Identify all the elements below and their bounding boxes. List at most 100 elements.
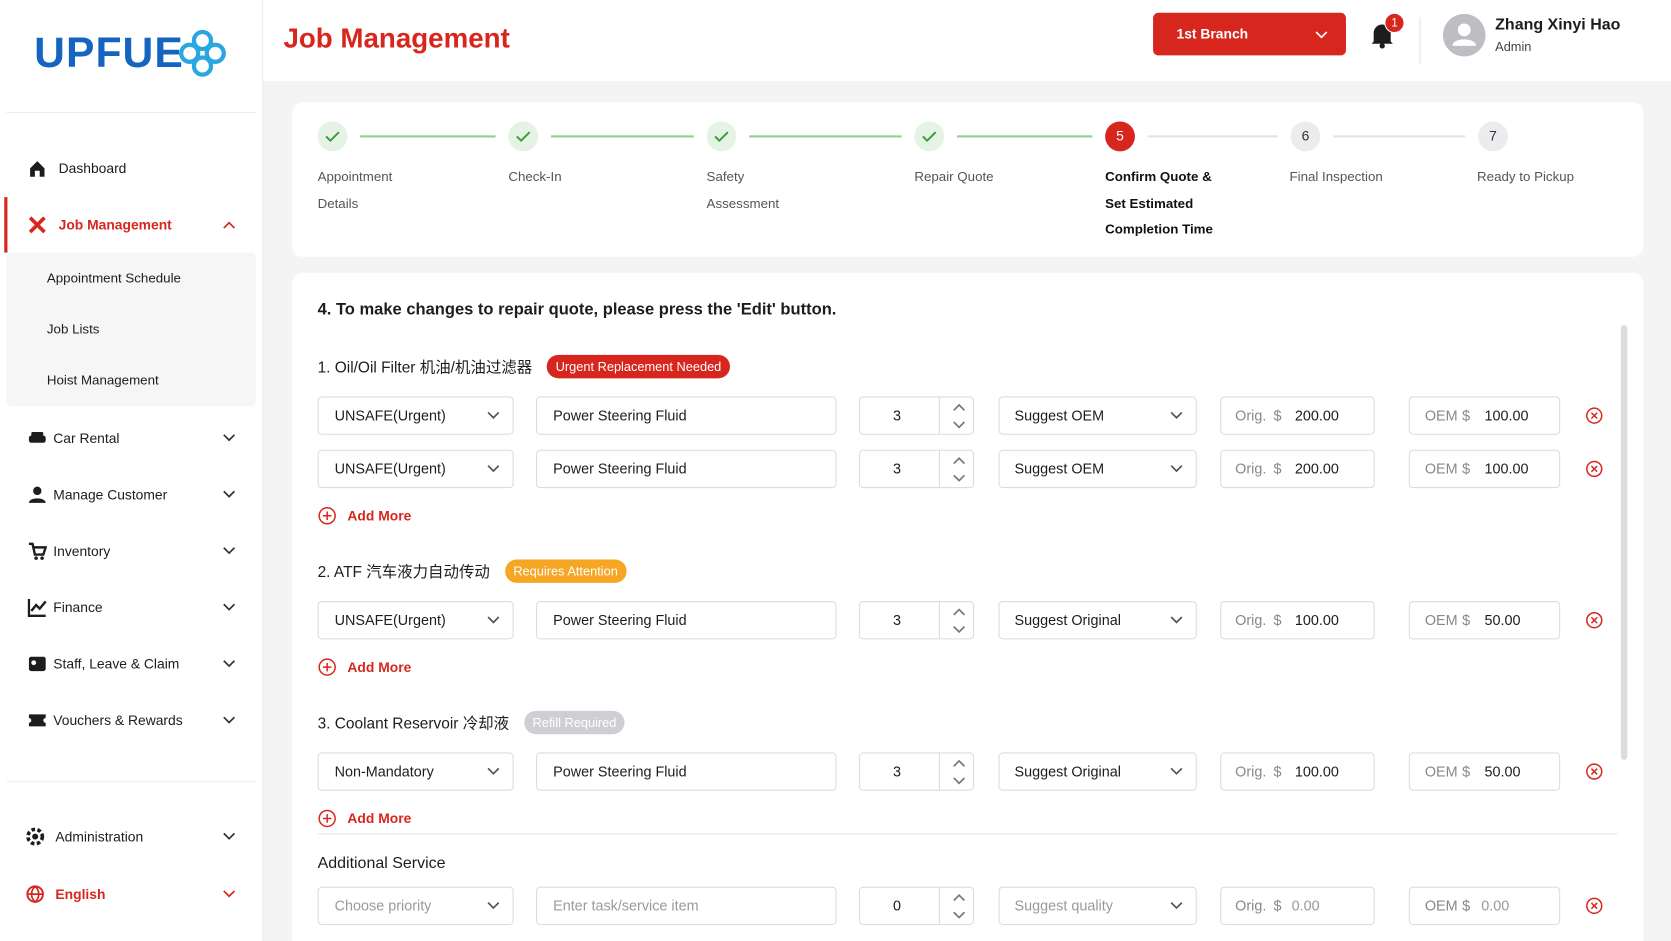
nav-item[interactable] xyxy=(0,813,256,860)
add-more[interactable]: Add More xyxy=(347,810,411,826)
qty-value[interactable]: 3 xyxy=(893,764,901,780)
remove-button[interactable] xyxy=(1586,763,1603,780)
suggest-value[interactable]: Suggest Original xyxy=(1015,612,1121,628)
nav-label[interactable]: Inventory xyxy=(53,543,110,559)
qty-input[interactable] xyxy=(858,601,975,640)
oem-value[interactable]: 50.00 xyxy=(1485,612,1521,628)
nav-item[interactable] xyxy=(0,145,256,192)
orig-value[interactable]: 100.00 xyxy=(1295,764,1339,780)
nav-item[interactable] xyxy=(0,415,256,462)
item-input[interactable] xyxy=(536,449,837,489)
item-input[interactable] xyxy=(536,886,837,926)
oem-input[interactable] xyxy=(1408,601,1561,640)
priority-select[interactable] xyxy=(317,886,514,926)
add-more-icon[interactable] xyxy=(318,506,337,525)
remove-button[interactable] xyxy=(1586,407,1603,424)
priority-select[interactable] xyxy=(317,396,514,435)
oem-input[interactable] xyxy=(1408,449,1561,489)
nav-label[interactable]: Manage Customer xyxy=(53,486,167,502)
suggest-select[interactable] xyxy=(998,752,1197,791)
oem-value[interactable]: 50.00 xyxy=(1485,764,1521,780)
nav-label[interactable]: Finance xyxy=(53,599,102,615)
qty-value[interactable]: 0 xyxy=(893,898,901,914)
orig-input[interactable] xyxy=(1220,601,1375,640)
item-input[interactable] xyxy=(536,752,837,791)
nav-label[interactable]: Administration xyxy=(55,829,143,845)
item-input[interactable] xyxy=(536,396,837,435)
oem-input[interactable] xyxy=(1408,752,1561,791)
nav-label[interactable]: Staff, Leave & Claim xyxy=(53,656,179,672)
nav-item[interactable] xyxy=(0,697,256,744)
logo-icon xyxy=(179,29,226,77)
orig-value[interactable]: 100.00 xyxy=(1295,612,1339,628)
nav-item[interactable] xyxy=(0,201,256,248)
suggest-value[interactable]: Suggest Original xyxy=(1015,764,1121,780)
nav-label-text: Vouchers & Rewards xyxy=(53,712,183,729)
oem-value[interactable]: 100.00 xyxy=(1485,461,1529,477)
item-value[interactable]: Power Steering Fluid xyxy=(553,461,687,477)
item-input[interactable] xyxy=(536,601,837,640)
nav-label[interactable]: Dashboard xyxy=(59,160,127,176)
nav-item[interactable] xyxy=(0,584,256,631)
qty-value[interactable]: 3 xyxy=(893,612,901,628)
nav-label[interactable]: English xyxy=(55,886,105,902)
remove-button[interactable] xyxy=(1586,460,1603,478)
oem-value[interactable]: 100.00 xyxy=(1485,408,1529,424)
priority-select[interactable] xyxy=(317,752,514,791)
oem-value[interactable]: 0.00 xyxy=(1481,898,1509,914)
avatar[interactable] xyxy=(1442,13,1486,57)
submenu-item[interactable]: Job Lists xyxy=(47,322,100,337)
orig-value[interactable]: 200.00 xyxy=(1295,408,1339,424)
priority-value[interactable]: UNSAFE(Urgent) xyxy=(335,612,446,628)
submenu-item[interactable]: Appointment Schedule xyxy=(47,271,181,286)
orig-input[interactable] xyxy=(1220,752,1375,791)
priority-value[interactable]: UNSAFE(Urgent) xyxy=(335,461,446,477)
nav-label[interactable]: Car Rental xyxy=(53,430,119,446)
add-more[interactable]: Add More xyxy=(347,659,411,675)
item-value[interactable]: Enter task/service item xyxy=(553,898,699,914)
priority-select[interactable] xyxy=(317,601,514,640)
orig-value[interactable]: 0.00 xyxy=(1292,898,1320,914)
qty-input[interactable] xyxy=(858,449,975,489)
priority-select[interactable] xyxy=(317,449,514,489)
branch-select[interactable]: 1st Branch xyxy=(1153,12,1346,56)
suggest-select[interactable] xyxy=(998,449,1197,489)
add-more-icon[interactable] xyxy=(318,658,337,677)
add-more-icon[interactable] xyxy=(318,809,337,828)
qty-input[interactable] xyxy=(858,886,975,926)
nav-item[interactable] xyxy=(0,871,256,918)
nav-item[interactable] xyxy=(0,640,256,687)
orig-input[interactable] xyxy=(1220,449,1375,489)
item-value[interactable]: Power Steering Fluid xyxy=(553,408,687,424)
nav-label[interactable]: Job Management xyxy=(59,217,172,233)
oem-input[interactable] xyxy=(1408,886,1561,926)
item-value-text: Enter task/service item xyxy=(553,897,699,914)
step-label: Final Inspection xyxy=(1289,164,1417,190)
priority-value[interactable]: Choose priority xyxy=(335,898,432,914)
qty-value[interactable]: 3 xyxy=(893,461,901,477)
remove-button[interactable] xyxy=(1586,612,1603,629)
orig-input[interactable] xyxy=(1220,396,1375,435)
suggest-value[interactable]: Suggest OEM xyxy=(1015,408,1105,424)
priority-value[interactable]: Non-Mandatory xyxy=(335,764,434,780)
nav-item[interactable] xyxy=(0,471,256,518)
suggest-select[interactable] xyxy=(998,601,1197,640)
oem-input[interactable] xyxy=(1408,396,1561,435)
suggest-select[interactable] xyxy=(998,886,1197,926)
add-more[interactable]: Add More xyxy=(347,508,411,524)
qty-input[interactable] xyxy=(858,752,975,791)
qty-value[interactable]: 3 xyxy=(893,408,901,424)
orig-value[interactable]: 200.00 xyxy=(1295,461,1339,477)
suggest-value[interactable]: Suggest quality xyxy=(1015,898,1113,914)
item-value[interactable]: Power Steering Fluid xyxy=(553,612,687,628)
suggest-value[interactable]: Suggest OEM xyxy=(1015,461,1105,477)
orig-input[interactable] xyxy=(1220,886,1375,926)
suggest-select[interactable] xyxy=(998,396,1197,435)
submenu-item[interactable]: Hoist Management xyxy=(47,373,159,388)
qty-input[interactable] xyxy=(858,396,975,435)
priority-value[interactable]: UNSAFE(Urgent) xyxy=(335,408,446,424)
nav-item[interactable] xyxy=(0,528,256,575)
item-value[interactable]: Power Steering Fluid xyxy=(553,764,687,780)
remove-button[interactable] xyxy=(1586,897,1603,915)
nav-label[interactable]: Vouchers & Rewards xyxy=(53,712,182,728)
